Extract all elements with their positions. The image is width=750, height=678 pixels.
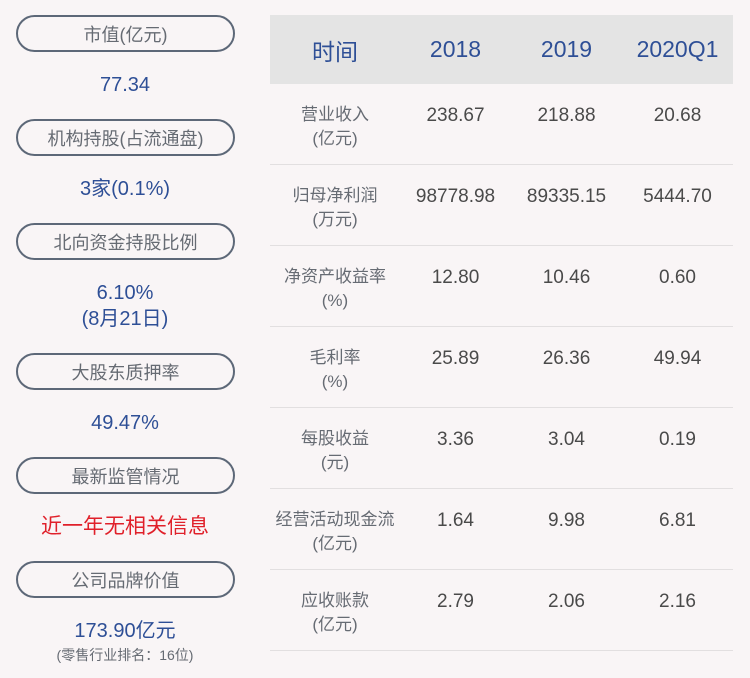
value-pledge-ratio: 49.47%: [91, 412, 159, 434]
value-northbound-ratio: 6.10%: [96, 282, 154, 304]
row-label: 营业收入 (亿元): [270, 84, 400, 151]
brand-rank-note: (零售行业排名：16位): [56, 647, 194, 663]
metric-unit: (万元): [312, 210, 358, 229]
row-label: 每股收益 (元): [270, 408, 400, 475]
row-label: 应收账款 (亿元): [270, 570, 400, 637]
cell-2020q1: 5444.70: [643, 186, 712, 207]
value-regulatory-status: 近一年无相关信息: [41, 515, 209, 538]
table-row: 经营活动现金流 (亿元) 1.64 9.98 6.81: [270, 489, 733, 570]
label-text: 最新监管情况: [71, 466, 180, 487]
cell-2018: 98778.98: [415, 186, 496, 207]
cell-2019: 26.36: [542, 348, 591, 369]
metric-name: 归母净利润: [292, 186, 378, 205]
metric-unit: (亿元): [312, 615, 358, 634]
metric-unit: (元): [320, 453, 350, 472]
row-label: 净资产收益率 (%): [270, 246, 400, 313]
metric-name: 每股收益: [301, 429, 369, 448]
cell-2018: 3.36: [437, 429, 474, 450]
label-regulatory-status: 最新监管情况: [16, 457, 235, 494]
cell-2020q1: 0.19: [659, 429, 696, 450]
row-label: 归母净利润 (万元): [270, 165, 400, 232]
label-pledge-ratio: 大股东质押率: [16, 353, 235, 390]
header-time: 时间: [312, 38, 358, 65]
label-institutional-holdings: 机构持股(占流通盘): [16, 119, 235, 156]
header-2020q1: 2020Q1: [636, 36, 719, 62]
metric-unit: (亿元): [312, 534, 358, 553]
label-brand-value: 公司品牌价值: [16, 561, 235, 598]
row-label: 经营活动现金流 (亿元): [270, 489, 400, 556]
header-2019: 2019: [540, 36, 593, 62]
value-institutional-holdings: 3家(0.1%): [79, 178, 171, 200]
cell-2020q1: 49.94: [653, 348, 702, 369]
cell-2020q1: 0.60: [659, 267, 696, 288]
header-2018: 2018: [429, 36, 482, 62]
value-market-cap: 77.34: [99, 74, 151, 96]
metric-unit: (%): [321, 291, 349, 310]
label-northbound-ratio: 北向资金持股比例: [16, 223, 235, 260]
table-row: 归母净利润 (万元) 98778.98 89335.15 5444.70: [270, 165, 733, 246]
metric-unit: (亿元): [312, 129, 358, 148]
cell-2018: 25.89: [431, 348, 480, 369]
table-row: 应收账款 (亿元) 2.79 2.06 2.16: [270, 570, 733, 651]
cell-2018: 238.67: [426, 105, 485, 126]
row-label: 毛利率 (%): [270, 327, 400, 394]
metric-unit: (%): [321, 372, 349, 391]
label-text: 北向资金持股比例: [53, 232, 198, 253]
cell-2019: 89335.15: [526, 186, 607, 207]
label-text: 公司品牌价值: [71, 570, 180, 591]
cell-2019: 218.88: [537, 105, 596, 126]
cell-2018: 2.79: [437, 591, 474, 612]
cell-2019: 9.98: [548, 510, 585, 531]
value-brand-value: 173.90亿元: [74, 620, 176, 642]
cell-2020q1: 20.68: [653, 105, 702, 126]
value-northbound-date: (8月21日): [81, 308, 169, 330]
table-header: 时间 2018 2019 2020Q1: [270, 15, 733, 84]
metric-name: 净资产收益率: [284, 267, 386, 286]
financial-table: 时间 2018 2019 2020Q1 营业收入 (亿元) 238.67 218.…: [270, 15, 733, 651]
cell-2019: 3.04: [548, 429, 585, 450]
cell-2020q1: 6.81: [659, 510, 696, 531]
label-text: 机构持股(占流通盘): [47, 128, 204, 149]
metric-name: 应收账款: [301, 591, 369, 610]
metric-name: 经营活动现金流: [275, 510, 395, 529]
metric-name: 营业收入: [301, 105, 369, 124]
table-row: 营业收入 (亿元) 238.67 218.88 20.68: [270, 84, 733, 165]
metric-name: 毛利率: [309, 348, 361, 367]
label-text: 市值(亿元): [83, 24, 168, 45]
label-text: 大股东质押率: [71, 362, 180, 383]
table-row: 每股收益 (元) 3.36 3.04 0.19: [270, 408, 733, 489]
cell-2018: 12.80: [431, 267, 480, 288]
table-row: 净资产收益率 (%) 12.80 10.46 0.60: [270, 246, 733, 327]
cell-2019: 2.06: [548, 591, 585, 612]
cell-2020q1: 2.16: [659, 591, 696, 612]
table-row: 毛利率 (%) 25.89 26.36 49.94: [270, 327, 733, 408]
cell-2019: 10.46: [542, 267, 591, 288]
cell-2018: 1.64: [437, 510, 474, 531]
label-market-cap: 市值(亿元): [16, 15, 235, 52]
